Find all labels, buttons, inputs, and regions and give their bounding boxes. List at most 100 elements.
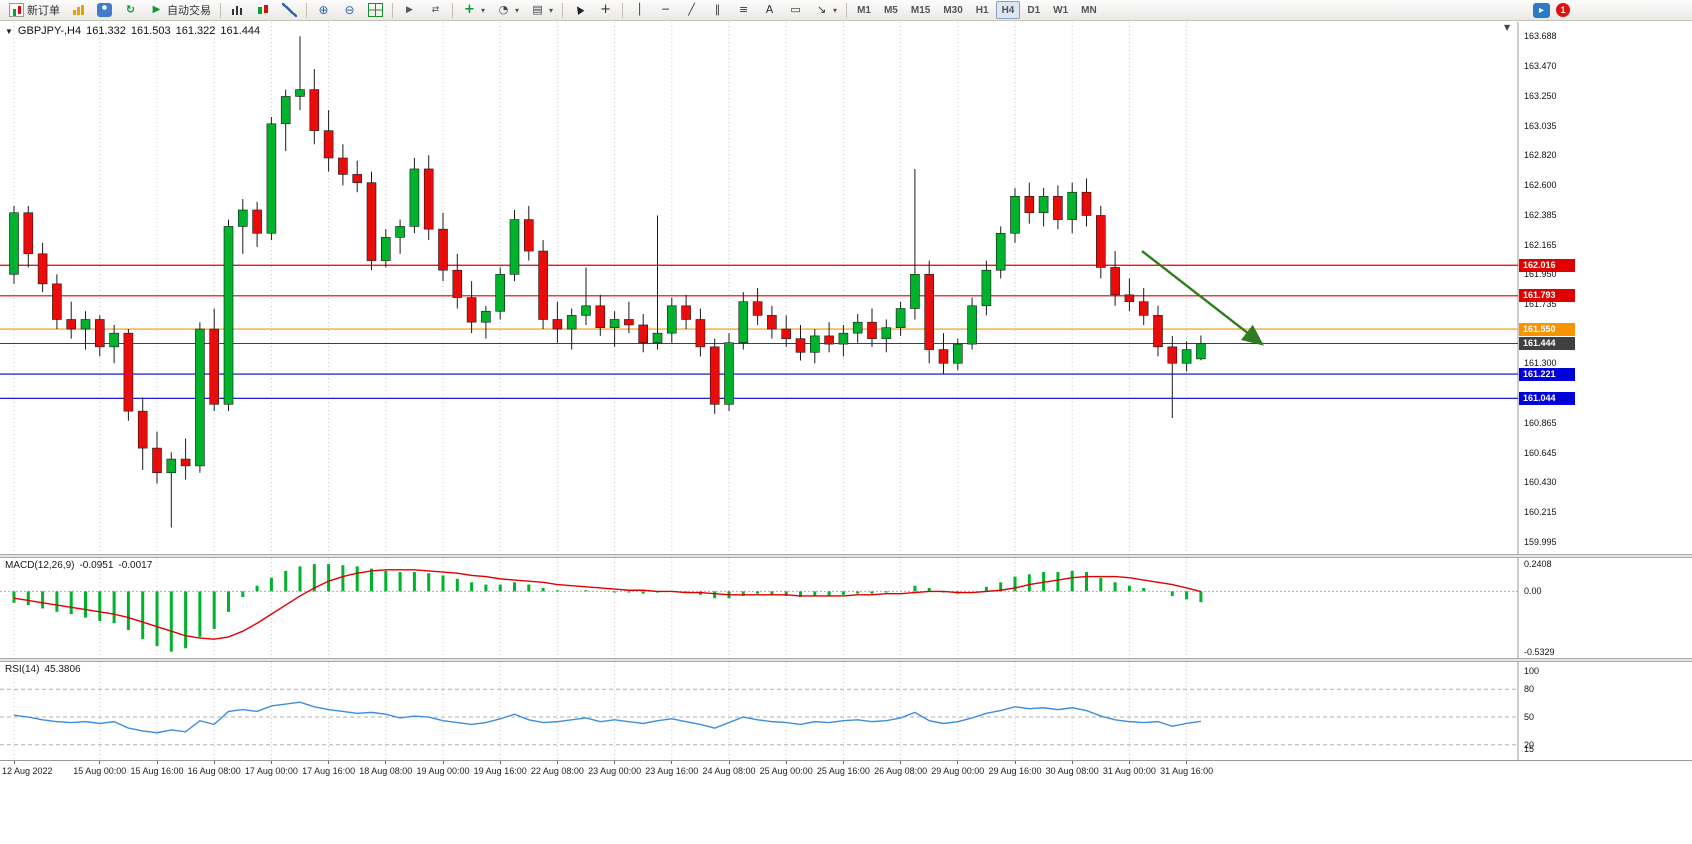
price-axis-label: 160.430 xyxy=(1524,477,1557,488)
refresh-button[interactable]: ↻ xyxy=(118,1,143,19)
bar-chart-button[interactable] xyxy=(225,1,250,19)
channel-icon: ∥ xyxy=(714,3,721,16)
rsi-axis-label: 20 xyxy=(1524,739,1535,750)
price-axis-label: 160.865 xyxy=(1524,417,1557,428)
timeframe-button-m5[interactable]: M5 xyxy=(878,1,904,19)
timeframe-button-w1[interactable]: W1 xyxy=(1047,1,1074,19)
channel-button[interactable]: ∥ xyxy=(705,1,730,19)
timeframe-button-m15[interactable]: M15 xyxy=(905,1,936,19)
toolbar-separator xyxy=(392,2,393,18)
price-chart-canvas xyxy=(0,22,1519,554)
indicators-button[interactable]: + ▾ xyxy=(457,1,490,19)
text-button[interactable]: A xyxy=(757,1,782,19)
time-axis-label: 31 Aug 00:00 xyxy=(1102,766,1156,776)
time-axis-label: 18 Aug 08:00 xyxy=(359,766,413,776)
horizontal-line-button[interactable]: ─ xyxy=(653,1,678,19)
panel-splitter[interactable] xyxy=(0,554,1692,558)
price-axis-label: 163.035 xyxy=(1524,120,1557,131)
fibonacci-button[interactable]: ≡ xyxy=(731,1,756,19)
notifications-badge[interactable]: 1 xyxy=(1556,3,1570,17)
toolbar-right-group: ▸ 1 xyxy=(1533,2,1570,18)
macd-indicator-panel[interactable]: 0.2408 0.00 -0.5329 MACD(12,26,9) -0.0951 -0… xyxy=(0,558,1692,658)
time-axis-tick xyxy=(900,761,902,764)
time-axis-tick xyxy=(213,761,215,764)
time-axis-label: 15 Aug 16:00 xyxy=(130,766,184,776)
chevron-down-icon: ▾ xyxy=(833,5,838,15)
time-axis-label: 23 Aug 00:00 xyxy=(588,766,642,776)
time-axis-tick xyxy=(556,761,558,764)
autotrading-button[interactable]: ▶ 自动交易 xyxy=(144,1,216,19)
time-axis-label: 25 Aug 00:00 xyxy=(759,766,813,776)
rsi-name: RSI(14) xyxy=(5,664,40,675)
time-axis-tick xyxy=(156,761,158,764)
price-chart-panel[interactable]: 163.688 163.470 163.250 163.035 162.820 162.6… xyxy=(0,22,1692,554)
toolbar-separator xyxy=(306,2,307,18)
rsi-indicator-panel[interactable]: 100 80 50 20 15 RSI(14) 45.3806 xyxy=(0,662,1692,760)
time-axis-label: 16 Aug 08:00 xyxy=(187,766,241,776)
macd-axis-label: 0.00 xyxy=(1524,586,1542,597)
timeframe-button-d1[interactable]: D1 xyxy=(1021,1,1046,19)
timeframe-button-h1[interactable]: H1 xyxy=(970,1,995,19)
templates-icon: ▤ xyxy=(532,3,543,16)
time-axis-label: 19 Aug 00:00 xyxy=(416,766,470,776)
price-axis-label: 161.950 xyxy=(1524,269,1557,280)
chart-title: ▼ GBPJPY-,H4 161.332 161.503 161.322 161.444 xyxy=(5,25,265,37)
price-axis-label: 163.688 xyxy=(1524,31,1557,42)
time-axis-label: 12 Aug 2022 xyxy=(2,766,53,776)
price-level-tag: 161.044 xyxy=(1519,391,1575,405)
timeframe-button-m1[interactable]: M1 xyxy=(851,1,877,19)
label-button[interactable]: ▭ xyxy=(783,1,808,19)
bar-chart-icon xyxy=(230,3,245,17)
vertical-line-button[interactable]: │ xyxy=(627,1,652,19)
crosshair-button[interactable]: + xyxy=(593,1,618,19)
profiles-icon xyxy=(97,3,112,17)
label-icon: ▭ xyxy=(790,3,801,16)
time-axis[interactable]: 12 Aug 2022 15 Aug 00:00 15 Aug 16:00 16 Au… xyxy=(0,760,1692,779)
zoom-in-button[interactable]: ⊕ xyxy=(311,1,336,19)
line-chart-button[interactable] xyxy=(277,1,302,19)
close-value: 161.444 xyxy=(220,25,261,37)
auto-scroll-button[interactable]: ▶ xyxy=(397,1,422,19)
rsi-canvas xyxy=(0,662,1519,760)
candlestick-icon xyxy=(256,3,271,17)
timeframe-button-mn[interactable]: MN xyxy=(1075,1,1103,19)
charts-button[interactable] xyxy=(66,1,91,19)
price-level-tag: 161.793 xyxy=(1519,289,1575,303)
time-axis-label: 23 Aug 16:00 xyxy=(645,766,699,776)
autotrading-label: 自动交易 xyxy=(167,5,211,17)
tile-windows-button[interactable] xyxy=(363,1,388,19)
cursor-button[interactable]: ▲ xyxy=(567,1,592,19)
time-axis-tick xyxy=(728,761,730,764)
bar-chart-profile-icon xyxy=(71,3,86,17)
macd-signal-value: -0.0017 xyxy=(118,560,153,571)
toolbar-separator xyxy=(846,2,848,18)
new-order-icon xyxy=(9,3,24,17)
rsi-axis-label: 80 xyxy=(1524,684,1535,695)
one-click-trading-toggle[interactable]: ▼ xyxy=(5,27,13,36)
time-axis-tick xyxy=(1071,761,1073,764)
candlestick-button[interactable] xyxy=(251,1,276,19)
templates-button[interactable]: ▤ ▾ xyxy=(525,1,558,19)
chart-shift-button[interactable]: ⇄ xyxy=(423,1,448,19)
price-axis-label: 162.820 xyxy=(1524,150,1557,161)
time-axis-label: 17 Aug 16:00 xyxy=(302,766,356,776)
periods-button[interactable]: ◔ ▾ xyxy=(491,1,524,19)
zoom-out-button[interactable]: ⊖ xyxy=(337,1,362,19)
time-axis-tick xyxy=(785,761,787,764)
autotrading-icon: ▶ xyxy=(152,4,161,15)
crosshair-icon: + xyxy=(600,2,611,17)
macd-axis-label: -0.5329 xyxy=(1524,647,1555,657)
arrows-button[interactable]: ↘ ▾ xyxy=(809,1,842,19)
community-icon[interactable]: ▸ xyxy=(1533,2,1550,18)
timeframe-button-m30[interactable]: M30 xyxy=(937,1,968,19)
macd-canvas xyxy=(0,558,1519,658)
panel-splitter[interactable] xyxy=(0,658,1692,662)
price-axis-label: 162.600 xyxy=(1524,180,1557,191)
zoom-out-icon: ⊖ xyxy=(344,3,355,17)
high-value: 161.503 xyxy=(130,25,171,37)
profiles-button[interactable] xyxy=(92,1,117,19)
timeframe-button-h4[interactable]: H4 xyxy=(995,1,1021,19)
trendline-button[interactable]: ╱ xyxy=(679,1,704,19)
new-order-button[interactable]: 新订单 xyxy=(4,1,65,19)
